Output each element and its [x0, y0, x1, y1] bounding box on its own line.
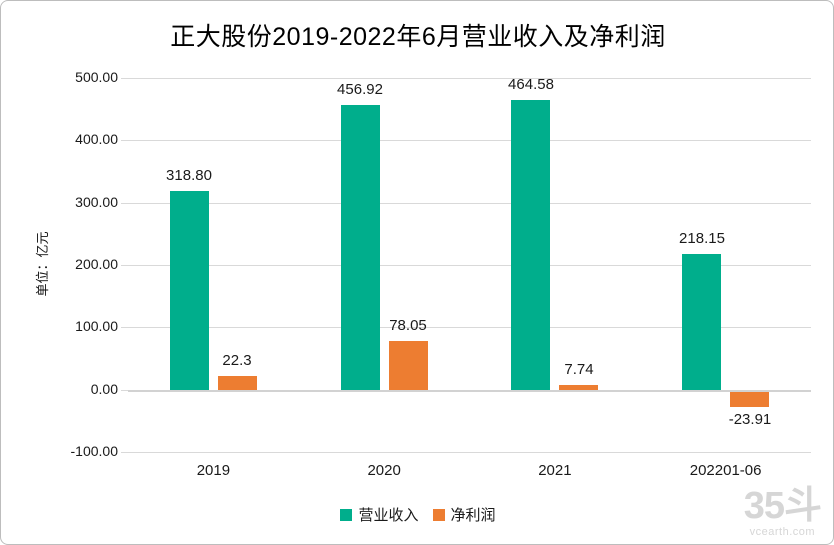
gridline	[128, 140, 811, 141]
y-tick-mark	[121, 78, 128, 79]
bar-净利润-202201-06	[730, 392, 769, 407]
x-tick-label: 202201-06	[689, 462, 762, 479]
bar-净利润-2020	[389, 341, 428, 390]
legend-item: 营业收入	[340, 504, 419, 525]
gridline	[128, 203, 811, 204]
x-tick-label: 2020	[367, 462, 401, 479]
bar-value-label: 78.05	[389, 317, 427, 334]
y-tick-label: 100.00	[75, 318, 118, 334]
watermark-site: vcearth.com	[749, 526, 816, 538]
bar-营业收入-2019	[170, 191, 209, 390]
bar-净利润-2019	[218, 376, 257, 390]
gridline	[128, 327, 811, 328]
bar-value-label: 7.74	[564, 361, 594, 378]
legend-label: 营业收入	[358, 507, 419, 524]
legend: 营业收入 净利润	[1, 504, 833, 525]
bar-value-label: 218.15	[679, 230, 725, 247]
legend-item: 净利润	[432, 504, 496, 525]
bar-value-label: 456.92	[337, 81, 383, 98]
legend-label: 净利润	[450, 507, 496, 524]
bar-净利润-2021	[559, 385, 598, 390]
y-tick-mark	[121, 452, 128, 453]
gridline	[128, 265, 811, 266]
bar-营业收入-202201-06	[682, 254, 721, 390]
bar-value-label: 22.3	[222, 352, 252, 369]
x-tick-label: 2021	[538, 462, 572, 479]
y-tick-label: 500.00	[75, 69, 118, 85]
bar-value-label: -23.91	[728, 411, 772, 428]
x-tick-label: 2019	[196, 462, 231, 479]
bar-营业收入-2021	[511, 100, 550, 390]
y-tick-label: 0.00	[90, 381, 118, 397]
legend-swatch	[340, 508, 353, 521]
y-tick-label: -100.00	[70, 443, 118, 459]
y-tick-label: 200.00	[75, 256, 118, 272]
gridline	[128, 390, 811, 392]
y-tick-mark	[121, 265, 128, 266]
y-tick-mark	[121, 203, 128, 204]
y-tick-mark	[121, 327, 128, 328]
y-tick-label: 400.00	[75, 131, 118, 147]
gridline	[128, 78, 811, 79]
legend-swatch	[432, 508, 445, 521]
bar-营业收入-2020	[341, 105, 380, 390]
y-tick-label: 300.00	[75, 194, 118, 210]
chart-title: 正大股份2019-2022年6月营业收入及净利润	[170, 23, 666, 51]
bar-value-label: 464.58	[508, 76, 554, 93]
y-tick-mark	[121, 140, 128, 141]
gridline	[128, 452, 811, 453]
bar-value-label: 318.80	[166, 167, 212, 184]
y-tick-mark	[121, 390, 128, 391]
